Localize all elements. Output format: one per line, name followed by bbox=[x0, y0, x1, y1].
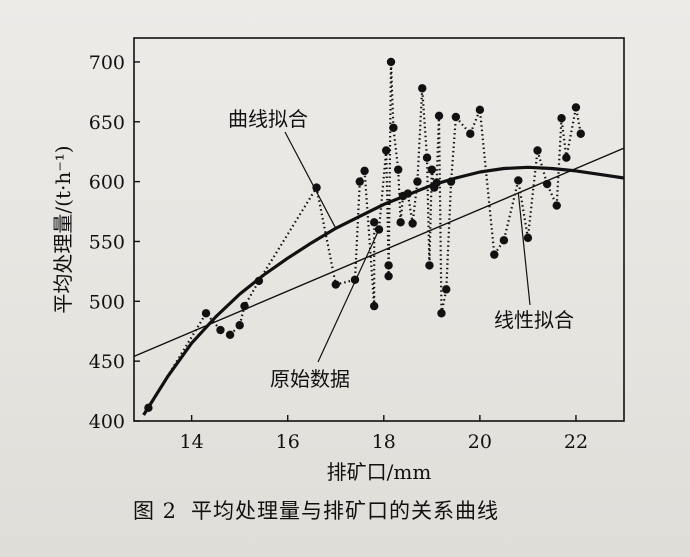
raw-data-point bbox=[386, 57, 396, 67]
linear-fit-line bbox=[134, 147, 624, 358]
raw-data-point bbox=[360, 166, 369, 176]
raw-data-point bbox=[418, 84, 427, 93]
y-axis-title: 平均处理量/(t·h⁻¹) bbox=[51, 145, 75, 313]
raw-data-point bbox=[523, 233, 533, 243]
annotation-raw-data-label: 原始数据 bbox=[270, 367, 350, 391]
raw-data-point bbox=[225, 330, 235, 340]
raw-data-point bbox=[475, 105, 485, 115]
plot-frame bbox=[133, 37, 625, 422]
raw-data-line bbox=[147, 61, 582, 409]
y-tick-label: 600 bbox=[89, 172, 125, 194]
raw-data-point bbox=[201, 309, 211, 318]
y-tick-label: 700 bbox=[89, 52, 125, 74]
axes-group: 14 16 18 20 22 400 450 500 550 600 650 700 排矿口/mm 平均处… bbox=[51, 37, 625, 484]
figure-number: 图 2 bbox=[133, 499, 178, 523]
raw-data-point bbox=[369, 301, 379, 311]
raw-data-point bbox=[355, 177, 364, 186]
figure-caption-text: 平均处理量与排矿口的关系曲线 bbox=[191, 499, 500, 523]
raw-data-point bbox=[514, 176, 523, 185]
raw-data-point bbox=[466, 129, 475, 138]
raw-data-point bbox=[384, 271, 393, 281]
annotation-curve-fit-leader bbox=[284, 131, 337, 229]
raw-data-point bbox=[369, 218, 379, 227]
raw-data-point bbox=[427, 165, 437, 174]
x-axis-title: 排矿口/mm bbox=[327, 460, 432, 484]
y-tick-label: 450 bbox=[89, 351, 125, 373]
curve-fit-line bbox=[142, 165, 624, 416]
raw-data-point bbox=[499, 236, 509, 245]
x-tick-label: 14 bbox=[180, 431, 204, 453]
raw-data-point bbox=[408, 219, 417, 228]
x-tick-label: 22 bbox=[564, 431, 588, 453]
x-tick-label: 18 bbox=[372, 431, 396, 453]
raw-data-point bbox=[425, 261, 434, 270]
annotation-linear-fit-label: 线性拟合 bbox=[494, 308, 574, 332]
raw-data-point bbox=[384, 261, 393, 270]
raw-data-point bbox=[533, 146, 542, 155]
raw-data-point bbox=[437, 309, 446, 318]
x-tick-label: 20 bbox=[468, 431, 492, 453]
figure-caption: 图 2 平均处理量与排矿口的关系曲线 bbox=[133, 495, 513, 525]
series-group bbox=[134, 57, 624, 416]
raw-data-point bbox=[396, 218, 405, 227]
raw-data-point bbox=[413, 177, 422, 186]
annotation-raw-data-leader bbox=[317, 229, 380, 363]
x-tick-label: 16 bbox=[276, 431, 300, 453]
raw-data-point bbox=[571, 103, 581, 112]
raw-data-point bbox=[394, 165, 403, 174]
y-tick-label: 500 bbox=[89, 291, 125, 313]
raw-data-point bbox=[312, 183, 321, 192]
raw-data-point bbox=[382, 146, 391, 155]
raw-data-point bbox=[442, 285, 451, 294]
y-tick-label: 650 bbox=[89, 112, 125, 134]
y-tick-label: 550 bbox=[89, 231, 125, 253]
raw-data-point bbox=[216, 325, 225, 335]
raw-data-point bbox=[451, 112, 461, 122]
raw-data-point bbox=[422, 153, 432, 162]
raw-data-point bbox=[576, 129, 585, 138]
raw-data-point bbox=[434, 111, 444, 120]
raw-data-point bbox=[557, 113, 566, 123]
raw-data-point bbox=[562, 153, 571, 162]
raw-data-point bbox=[235, 321, 244, 330]
raw-data-point bbox=[389, 123, 398, 132]
raw-data-point bbox=[331, 280, 340, 289]
annotation-curve-fit-label: 曲线拟合 bbox=[228, 107, 308, 131]
raw-data-point bbox=[490, 250, 499, 259]
y-tick-label: 400 bbox=[89, 411, 125, 433]
raw-data-point bbox=[552, 201, 561, 210]
annotation-linear-fit-leader bbox=[517, 192, 531, 306]
